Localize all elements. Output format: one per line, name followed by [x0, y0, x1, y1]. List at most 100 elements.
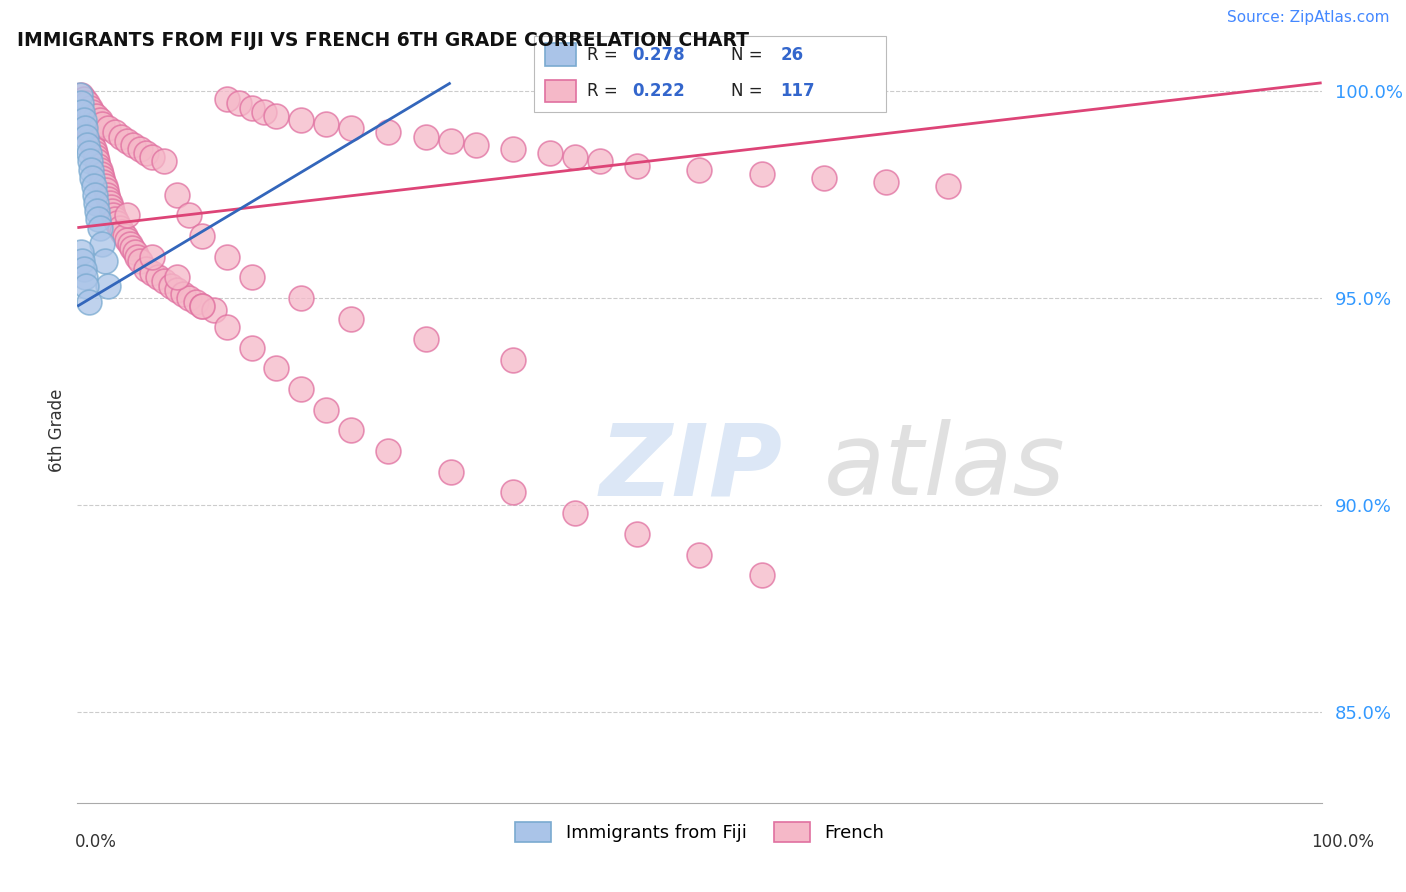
Point [87, 212, 110, 227]
Point [91, 171, 114, 186]
Point [253, 104, 276, 119]
Point [110, 129, 132, 144]
Point [98, 195, 121, 210]
Point [626, 526, 648, 541]
Point [936, 179, 959, 194]
Point [104, 212, 127, 227]
Point [72, 253, 94, 268]
Text: R =: R = [588, 45, 623, 63]
Point [464, 137, 486, 152]
Point [83, 179, 105, 194]
Point [875, 175, 897, 189]
Point [141, 250, 163, 264]
Point [240, 101, 263, 115]
Point [502, 353, 524, 368]
Text: 0.222: 0.222 [633, 82, 686, 100]
Point [166, 283, 188, 297]
Point [502, 142, 524, 156]
Point [439, 465, 461, 479]
Point [72, 104, 94, 119]
Text: 0.278: 0.278 [633, 45, 685, 63]
Point [77, 146, 100, 161]
Point [77, 126, 100, 140]
Point [128, 142, 150, 156]
Point [83, 146, 105, 161]
Point [564, 150, 586, 164]
Point [266, 361, 288, 376]
Point [86, 154, 108, 169]
Point [315, 402, 337, 417]
Point [91, 117, 114, 131]
Point [340, 311, 363, 326]
Point [73, 121, 96, 136]
Point [111, 225, 134, 239]
Point [153, 275, 176, 289]
Text: N =: N = [731, 45, 768, 63]
Point [72, 262, 94, 277]
Point [114, 228, 136, 243]
Point [115, 233, 138, 247]
Point [125, 250, 148, 264]
Point [89, 162, 111, 177]
Point [377, 444, 399, 458]
Point [564, 506, 586, 520]
Point [115, 208, 138, 222]
Point [101, 204, 124, 219]
Point [124, 245, 146, 260]
Point [340, 121, 363, 136]
Point [84, 150, 107, 164]
Point [415, 129, 437, 144]
Point [104, 126, 127, 140]
Point [76, 137, 98, 152]
Point [166, 187, 188, 202]
Point [115, 134, 138, 148]
Point [172, 286, 194, 301]
Point [128, 253, 150, 268]
Point [97, 192, 120, 206]
Point [100, 200, 122, 214]
Point [122, 137, 145, 152]
Point [159, 278, 181, 293]
Point [315, 117, 337, 131]
Point [89, 220, 111, 235]
Point [439, 134, 461, 148]
Point [76, 121, 98, 136]
Point [97, 121, 120, 136]
Bar [544, 79, 576, 103]
Point [89, 113, 111, 128]
Point [266, 109, 288, 123]
Text: atlas: atlas [824, 419, 1066, 516]
Legend: Immigrants from Fiji, French: Immigrants from Fiji, French [508, 814, 891, 850]
Point [80, 134, 103, 148]
Text: Source: ZipAtlas.com: Source: ZipAtlas.com [1226, 11, 1389, 25]
Point [79, 154, 101, 169]
Point [72, 92, 94, 106]
Point [72, 113, 94, 128]
Point [166, 270, 188, 285]
Text: ZIP: ZIP [600, 419, 783, 516]
Point [96, 187, 118, 202]
Point [76, 96, 98, 111]
Point [80, 162, 103, 177]
Point [72, 104, 94, 119]
Point [340, 424, 363, 438]
Point [240, 341, 263, 355]
Point [141, 150, 163, 164]
Point [75, 278, 97, 293]
Point [290, 291, 312, 305]
Point [83, 187, 105, 202]
Point [148, 270, 170, 285]
Point [290, 382, 312, 396]
Point [69, 88, 91, 103]
Point [689, 162, 711, 177]
Text: 0.0%: 0.0% [75, 833, 117, 851]
Point [84, 109, 107, 123]
Point [97, 278, 120, 293]
Point [121, 241, 143, 255]
Point [93, 175, 115, 189]
Point [377, 126, 399, 140]
Point [589, 154, 612, 169]
Point [79, 129, 101, 144]
Point [73, 270, 96, 285]
Point [191, 299, 214, 313]
